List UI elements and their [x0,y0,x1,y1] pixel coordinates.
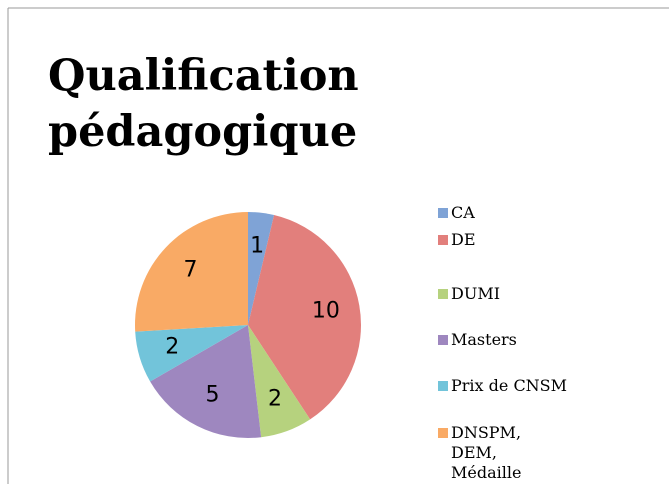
legend-item: Prix de CNSM [438,376,628,396]
legend-label: Prix de CNSM [451,376,568,395]
legend-item: CA [438,203,628,223]
pie-slice [135,212,248,332]
legend-swatch [438,381,448,391]
legend-item: DE [438,230,628,250]
data-label: 2 [165,335,179,360]
legend-label: Masters [451,330,517,349]
legend-label: DNSPM, DEM, Médaille [451,423,522,482]
legend-swatch [438,428,448,438]
legend-swatch [438,208,448,218]
data-label: 1 [250,233,264,258]
data-label: 10 [312,298,340,323]
legend-label: CA [451,203,475,222]
pie-slice [150,325,262,438]
legend-swatch [438,289,448,299]
legend-label: DUMI [451,284,501,303]
chart-title: Qualification pédagogique [48,51,359,157]
data-label: 2 [268,386,282,411]
pie-slice [248,215,361,420]
data-label: 5 [205,383,219,408]
legend-swatch [438,235,448,245]
legend-label: DE [451,230,476,249]
data-label: 7 [183,258,197,283]
legend-swatch [438,335,448,345]
pie-slice [248,212,275,325]
pie-slice [135,325,248,382]
legend-item: DUMI [438,284,628,304]
legend-item: DNSPM, DEM, Médaille [438,423,628,483]
legend-item: Masters [438,330,628,350]
pie-slice [248,325,311,438]
